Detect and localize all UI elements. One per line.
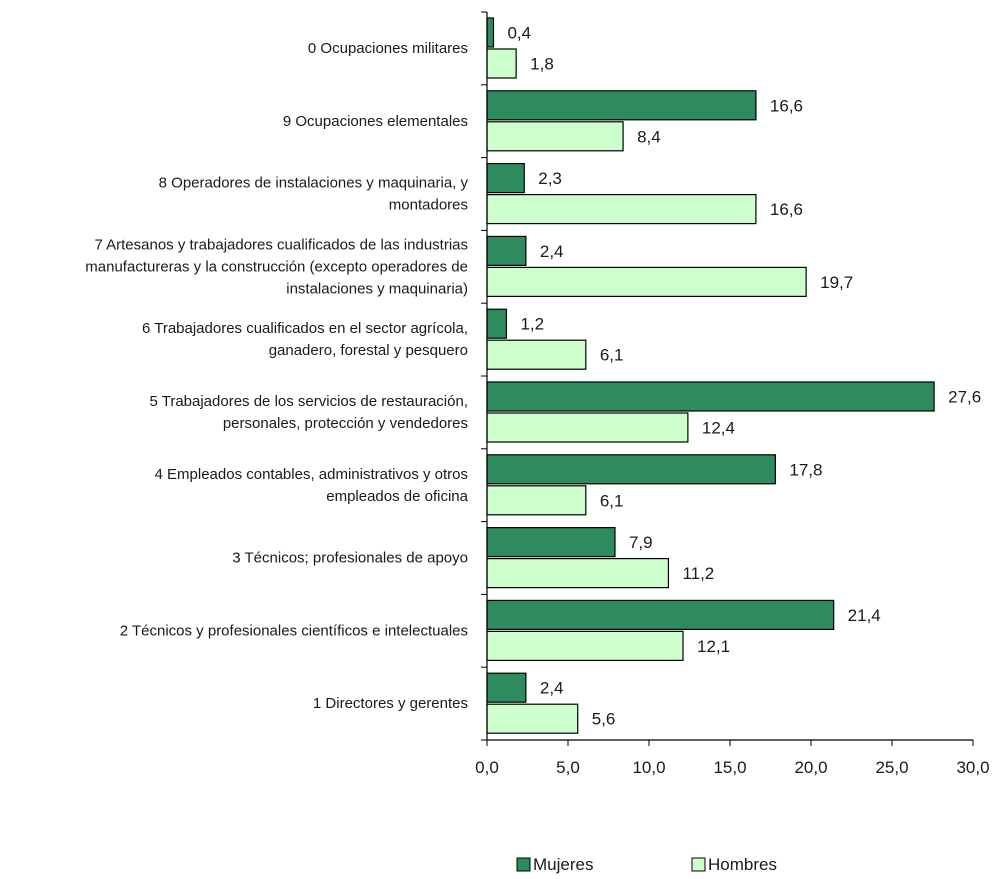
value-label-hombres-3: 19,7	[820, 273, 853, 292]
axes-group: 0,0 5,0 10,0 15,0 20,0 25,0 30,0	[475, 11, 990, 777]
value-labels-group: 0,4 1,8 16,6 8,4 2,3 16,6 2,4 19,7 1,2 6,1 27,6 12,…	[507, 24, 981, 729]
bar-mujeres-8	[486, 599, 835, 631]
x-tick-label-1: 5,0	[556, 758, 580, 777]
category-label-3-line-2: instalaciones y maquinaria)	[286, 280, 468, 297]
bar-hombres-2	[486, 194, 757, 225]
bar-mujeres-1	[486, 90, 757, 121]
bar-mujeres-3	[486, 235, 527, 266]
bar-hombres-1	[486, 121, 624, 152]
value-label-mujeres-2: 2,3	[538, 169, 562, 188]
bar-mujeres-7	[486, 526, 616, 558]
bar-mujeres-9	[486, 672, 527, 703]
x-tick-label-4: 20,0	[794, 758, 827, 777]
category-label-5-line-0: 5 Trabajadores de los servicios de resta…	[149, 393, 468, 410]
value-label-mujeres-7: 7,9	[629, 533, 653, 552]
category-label-8-line-0: 2 Técnicos y profesionales científicos e…	[120, 622, 468, 639]
bar-hombres-8	[486, 630, 684, 662]
category-label-5-line-1: personales, protección y vendedores	[223, 415, 468, 432]
category-label-2-line-0: 8 Operadores de instalaciones y maquinar…	[159, 175, 469, 192]
value-label-mujeres-4: 1,2	[520, 315, 544, 334]
value-label-mujeres-1: 16,6	[770, 96, 803, 115]
category-label-2-line-1: montadores	[389, 197, 468, 214]
category-label-4-line-1: ganadero, forestal y pesquero	[269, 342, 468, 359]
bar-mujeres-0	[486, 17, 495, 48]
legend: Mujeres Hombres	[516, 855, 777, 874]
legend-label-mujeres: Mujeres	[533, 855, 593, 874]
legend-swatch-mujeres	[516, 857, 531, 872]
value-label-hombres-9: 5,6	[592, 710, 616, 729]
x-tick-label-5: 25,0	[875, 758, 908, 777]
value-label-hombres-5: 12,4	[702, 419, 735, 438]
value-label-hombres-6: 6,1	[600, 491, 624, 510]
x-tick-label-6: 30,0	[956, 758, 989, 777]
bar-hombres-3	[486, 266, 807, 297]
bar-hombres-9	[486, 703, 579, 734]
category-label-4-line-0: 6 Trabajadores cualificados en el sector…	[142, 320, 468, 337]
bar-hombres-6	[486, 485, 587, 516]
category-label-3-line-1: manufactureras y la construcción (except…	[85, 258, 468, 275]
x-tick-label-0: 0,0	[475, 758, 499, 777]
bar-hombres-5	[486, 412, 689, 443]
category-label-6-line-0: 4 Empleados contables, administrativos y…	[155, 466, 468, 483]
value-label-mujeres-8: 21,4	[848, 606, 881, 625]
bar-mujeres-5	[486, 381, 935, 412]
category-label-0-line-0: 0 Ocupaciones militares	[308, 40, 468, 57]
x-tick-label-2: 10,0	[632, 758, 665, 777]
value-label-mujeres-6: 17,8	[789, 460, 822, 479]
value-label-mujeres-3: 2,4	[540, 242, 564, 261]
value-label-mujeres-9: 2,4	[540, 679, 564, 698]
bar-hombres-7	[486, 557, 670, 589]
value-label-hombres-2: 16,6	[770, 200, 803, 219]
value-label-hombres-0: 1,8	[530, 55, 554, 74]
bar-mujeres-6	[486, 454, 776, 485]
legend-swatch-hombres	[691, 857, 706, 872]
value-label-hombres-1: 8,4	[637, 127, 661, 146]
value-label-hombres-4: 6,1	[600, 346, 624, 365]
bars-group	[486, 17, 935, 734]
category-label-9-line-0: 1 Directores y gerentes	[313, 695, 468, 712]
value-label-hombres-7: 11,2	[682, 564, 714, 583]
category-label-7-line-0: 3 Técnicos; profesionales de apoyo	[232, 550, 468, 567]
value-label-mujeres-0: 0,4	[507, 24, 531, 43]
category-label-6-line-1: empleados de oficina	[326, 488, 468, 505]
legend-label-hombres: Hombres	[708, 855, 777, 874]
x-tick-label-3: 15,0	[713, 758, 746, 777]
bar-hombres-4	[486, 339, 587, 370]
bar-mujeres-2	[486, 163, 525, 194]
value-label-hombres-8: 12,1	[697, 637, 730, 656]
bar-hombres-0	[486, 48, 517, 79]
category-label-3-line-0: 7 Artesanos y trabajadores cualificados …	[94, 236, 468, 253]
bar-mujeres-4	[486, 308, 508, 339]
value-label-mujeres-5: 27,6	[948, 388, 981, 407]
category-label-1-line-0: 9 Ocupaciones elementales	[283, 113, 468, 130]
category-labels-group: 0 Ocupaciones militares 9 Ocupaciones ele…	[85, 40, 468, 712]
